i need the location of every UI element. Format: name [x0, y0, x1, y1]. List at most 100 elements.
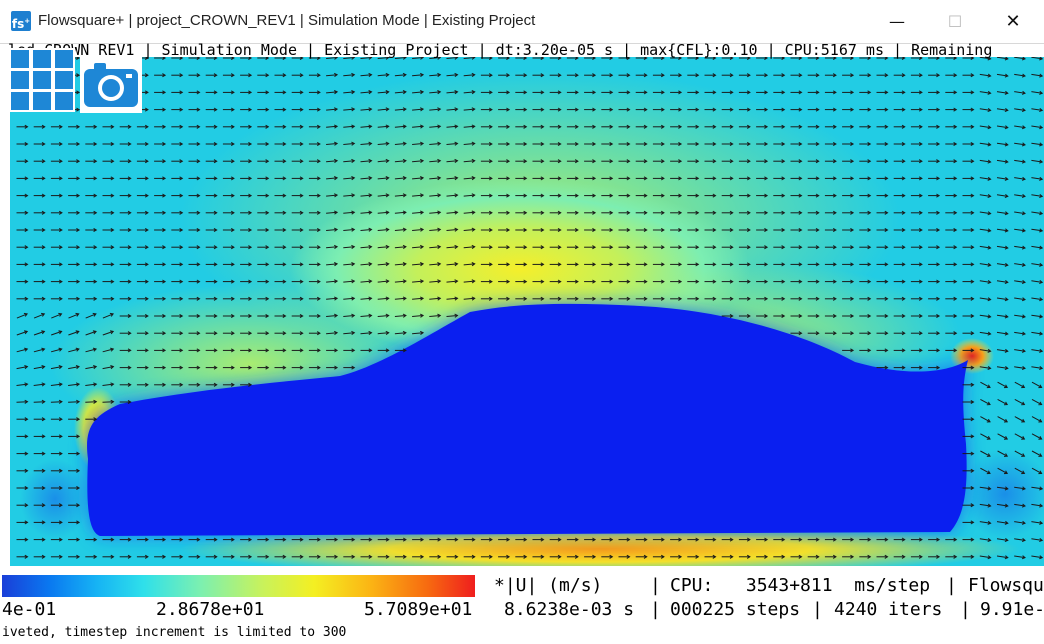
velocity-arrowhead	[230, 382, 235, 387]
velocity-arrowhead	[127, 210, 132, 215]
velocity-arrowhead	[248, 193, 253, 198]
velocity-arrowhead	[850, 124, 855, 129]
velocity-arrowhead	[884, 331, 889, 336]
velocity-arrowhead	[1004, 56, 1009, 61]
simulation-view[interactable]	[0, 44, 1044, 566]
velocity-arrow	[996, 366, 1008, 369]
velocity-arrowhead	[488, 537, 493, 542]
velocity-arrowhead	[901, 537, 906, 542]
grid-menu-button[interactable]	[9, 48, 75, 112]
velocity-arrowhead	[265, 210, 270, 215]
velocity-arrow	[394, 263, 406, 266]
velocity-arrow	[412, 57, 424, 59]
velocity-arrow	[446, 108, 458, 111]
velocity-arrowhead	[248, 348, 253, 353]
velocity-arrowhead	[1039, 108, 1044, 113]
velocity-arrowhead	[987, 245, 992, 250]
velocity-arrowhead	[213, 365, 218, 370]
velocity-arrow	[979, 349, 991, 352]
velocity-arrow	[1014, 467, 1025, 474]
velocity-arrowhead	[884, 73, 889, 78]
velocity-arrowhead	[24, 296, 29, 301]
velocity-arrowhead	[523, 159, 528, 164]
velocity-arrow	[429, 57, 441, 59]
velocity-arrowhead	[970, 193, 975, 198]
velocity-arrowhead	[402, 244, 407, 250]
velocity-arrowhead	[282, 176, 287, 181]
velocity-arrow	[360, 332, 372, 335]
velocity-arrowhead	[196, 382, 201, 387]
velocity-arrowhead	[815, 107, 820, 112]
velocity-arrowhead	[162, 382, 167, 387]
velocity-arrowhead	[523, 210, 528, 215]
velocity-arrowhead	[93, 141, 98, 147]
velocity-arrowhead	[93, 124, 98, 129]
velocity-arrowhead	[41, 554, 46, 559]
velocity-arrowhead	[660, 124, 665, 129]
velocity-arrow	[996, 73, 1008, 77]
camera-button[interactable]	[80, 55, 142, 113]
velocity-arrowhead	[58, 279, 63, 284]
velocity-arrow	[429, 91, 441, 94]
velocity-arrowhead	[592, 90, 597, 95]
velocity-arrowhead	[1004, 211, 1009, 216]
velocity-arrowhead	[798, 107, 803, 112]
velocity-arrowhead	[127, 331, 132, 336]
velocity-arrowhead	[179, 227, 184, 233]
velocity-arrowhead	[643, 124, 648, 129]
velocity-arrowhead	[179, 159, 184, 164]
velocity-arrowhead	[93, 382, 98, 387]
velocity-arrow	[979, 538, 991, 541]
velocity-arrow	[412, 74, 424, 77]
velocity-arrowhead	[162, 227, 167, 233]
velocity-arrowhead	[351, 279, 356, 284]
velocity-arrowhead	[506, 107, 511, 112]
velocity-arrow	[412, 246, 424, 249]
velocity-arrowhead	[1039, 56, 1044, 61]
velocity-arrowhead	[299, 279, 304, 284]
velocity-arrowhead	[454, 107, 459, 112]
velocity-arrowhead	[953, 73, 958, 78]
velocity-arrowhead	[970, 176, 975, 181]
velocity-arrowhead	[953, 537, 958, 542]
velocity-arrowhead	[351, 107, 356, 112]
velocity-arrow	[412, 91, 424, 94]
velocity-arrow	[412, 297, 424, 300]
velocity-arrow	[1014, 245, 1026, 249]
velocity-arrowhead	[334, 365, 339, 370]
velocity-arrowhead	[93, 176, 98, 181]
minimize-button[interactable]: —	[889, 12, 905, 31]
status-strip	[0, 44, 1044, 57]
velocity-arrow	[1031, 142, 1043, 146]
velocity-arrow	[33, 401, 45, 403]
velocity-arrowhead	[901, 90, 906, 95]
velocity-arrowhead	[918, 124, 923, 129]
velocity-arrowhead	[867, 141, 872, 147]
velocity-arrowhead	[729, 141, 734, 147]
velocity-arrowhead	[695, 245, 700, 250]
velocity-arrowhead	[230, 107, 235, 112]
velocity-arrowhead	[196, 262, 201, 267]
close-button[interactable]: ✕	[1005, 11, 1021, 32]
velocity-arrow	[1031, 263, 1043, 266]
velocity-arrowhead	[574, 245, 579, 250]
velocity-arrowhead	[1004, 280, 1009, 285]
velocity-arrowhead	[1004, 503, 1009, 508]
velocity-arrowhead	[901, 141, 906, 147]
velocity-arrowhead	[557, 124, 562, 129]
velocity-arrowhead	[110, 399, 115, 404]
velocity-arrowhead	[419, 313, 425, 318]
velocity-arrow	[463, 229, 475, 231]
velocity-arrowhead	[936, 210, 941, 215]
velocity-arrowhead	[746, 279, 751, 284]
velocity-arrowhead	[609, 227, 614, 233]
velocity-arrowhead	[162, 262, 167, 267]
velocity-arrowhead	[58, 468, 63, 473]
velocity-arrowhead	[351, 227, 356, 232]
velocity-arrowhead	[781, 296, 786, 301]
velocity-arrowhead	[626, 554, 631, 559]
maximize-button[interactable]: ☐	[947, 12, 963, 31]
velocity-arrowhead	[936, 296, 941, 301]
velocity-arrowhead	[1021, 453, 1026, 457]
velocity-arrow	[412, 211, 424, 214]
